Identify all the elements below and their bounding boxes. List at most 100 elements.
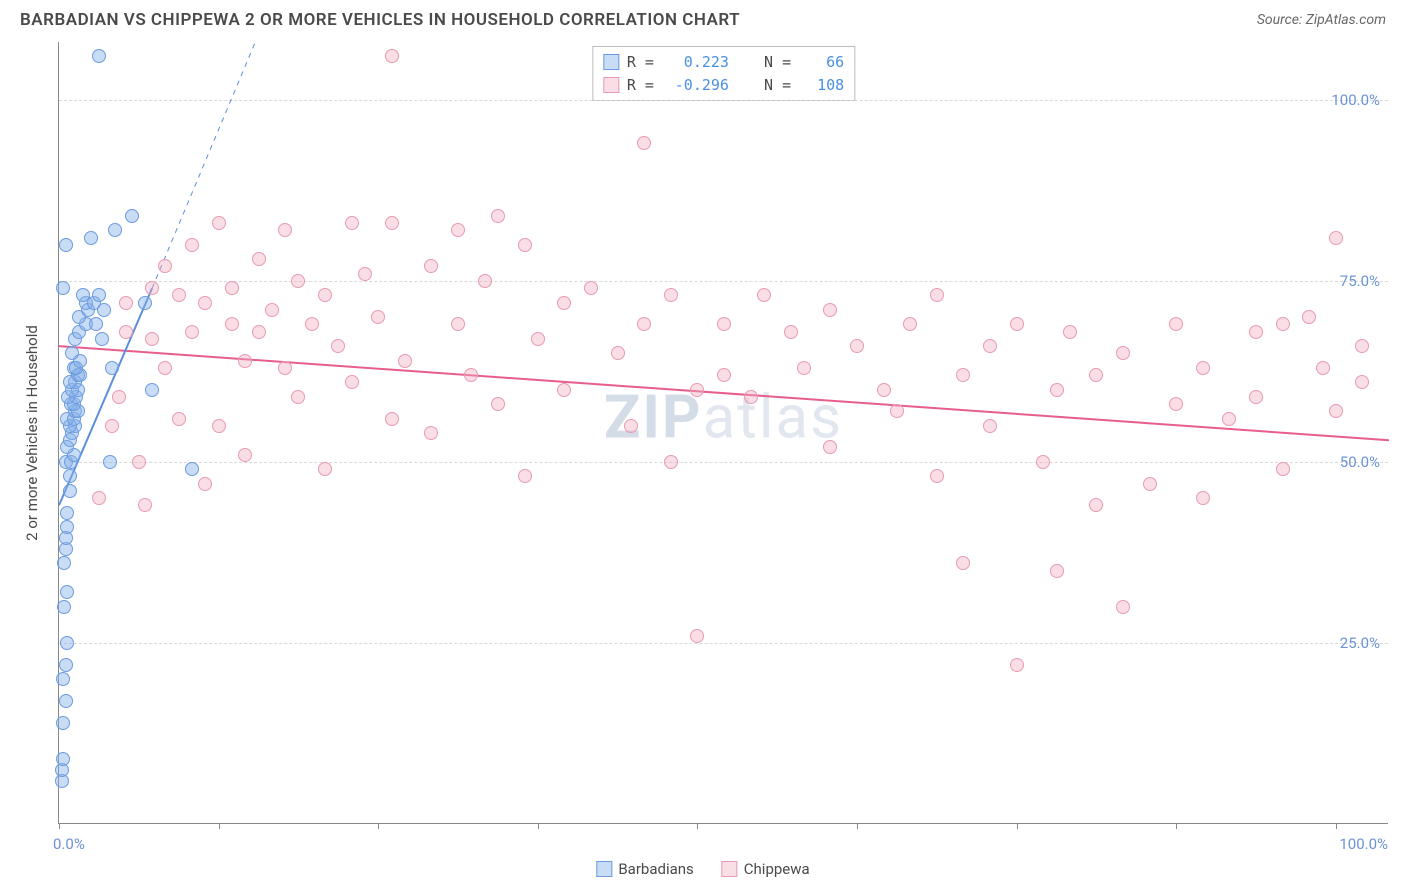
chippewa-point: [278, 223, 292, 237]
chippewa-point: [105, 419, 119, 433]
stats-swatch: [603, 77, 619, 93]
chippewa-point: [1329, 231, 1343, 245]
stats-swatch: [603, 54, 619, 70]
chippewa-point: [212, 419, 226, 433]
barbadians-point: [56, 716, 70, 730]
chippewa-point: [823, 440, 837, 454]
chippewa-point: [956, 556, 970, 570]
chippewa-point: [930, 288, 944, 302]
gridline: [59, 281, 1388, 282]
chippewa-point: [1249, 390, 1263, 404]
chippewa-point: [1036, 455, 1050, 469]
chippewa-point: [371, 310, 385, 324]
gridline: [59, 643, 1388, 644]
chippewa-point: [664, 288, 678, 302]
chippewa-point: [331, 339, 345, 353]
chippewa-point: [1116, 346, 1130, 360]
chippewa-point: [265, 303, 279, 317]
chippewa-point: [451, 317, 465, 331]
chippewa-point: [145, 332, 159, 346]
chart-area: 2 or more Vehicles in Household ZIPatlas…: [48, 42, 1388, 824]
chippewa-point: [198, 296, 212, 310]
chippewa-point: [238, 448, 252, 462]
chippewa-point: [797, 361, 811, 375]
chippewa-point: [212, 216, 226, 230]
chippewa-point: [138, 498, 152, 512]
barbadians-point: [92, 288, 106, 302]
chippewa-point: [172, 288, 186, 302]
x-tick: [697, 823, 698, 829]
chippewa-point: [690, 383, 704, 397]
chippewa-point: [478, 274, 492, 288]
barbadians-point: [59, 658, 73, 672]
chippewa-point: [225, 317, 239, 331]
chippewa-point: [877, 383, 891, 397]
chippewa-point: [1249, 325, 1263, 339]
chippewa-point: [557, 296, 571, 310]
chippewa-point: [278, 361, 292, 375]
barbadians-point: [57, 600, 71, 614]
chippewa-point: [717, 317, 731, 331]
trend-line: [59, 42, 1389, 824]
chippewa-point: [1143, 477, 1157, 491]
chippewa-point: [185, 325, 199, 339]
chippewa-point: [385, 49, 399, 63]
barbadians-point: [60, 506, 74, 520]
y-grid-label: 100.0%: [1331, 91, 1380, 109]
barbadians-point: [63, 469, 77, 483]
barbadians-point: [56, 672, 70, 686]
chippewa-point: [1276, 462, 1290, 476]
chart-header: BARBADIAN VS CHIPPEWA 2 OR MORE VEHICLES…: [0, 0, 1406, 38]
chippewa-point: [1355, 339, 1369, 353]
chippewa-point: [92, 491, 106, 505]
chippewa-point: [491, 209, 505, 223]
barbadians-point: [145, 383, 159, 397]
chippewa-point: [903, 317, 917, 331]
gridline: [59, 100, 1388, 101]
chippewa-point: [1050, 383, 1064, 397]
chippewa-point: [424, 259, 438, 273]
chippewa-point: [252, 325, 266, 339]
barbadians-point: [97, 303, 111, 317]
stats-row: R = -0.296 N = 108: [603, 74, 844, 97]
barbadians-point: [59, 694, 73, 708]
x-tick: [857, 823, 858, 829]
y-grid-label: 50.0%: [1340, 453, 1380, 471]
barbadians-point: [105, 361, 119, 375]
x-tick: [219, 823, 220, 829]
chippewa-point: [172, 412, 186, 426]
x-tick: [538, 823, 539, 829]
chippewa-point: [890, 404, 904, 418]
chippewa-point: [1302, 310, 1316, 324]
chippewa-point: [398, 354, 412, 368]
x-legend: BarbadiansChippewa: [596, 860, 809, 878]
chippewa-point: [119, 296, 133, 310]
chippewa-point: [385, 412, 399, 426]
trend-line: [59, 42, 1389, 824]
chippewa-point: [451, 223, 465, 237]
barbadians-point: [108, 223, 122, 237]
chippewa-point: [119, 325, 133, 339]
x-tick: [1017, 823, 1018, 829]
chippewa-point: [491, 397, 505, 411]
legend-swatch: [596, 861, 612, 877]
watermark: ZIPatlas: [604, 381, 843, 452]
chippewa-point: [158, 259, 172, 273]
x-axis-label-right: 100.0%: [1339, 835, 1388, 853]
chippewa-point: [291, 274, 305, 288]
chippewa-point: [345, 216, 359, 230]
chippewa-point: [1329, 404, 1343, 418]
chippewa-point: [1169, 397, 1183, 411]
barbadians-point: [89, 317, 103, 331]
barbadians-point: [65, 346, 79, 360]
chippewa-point: [1276, 317, 1290, 331]
chippewa-point: [252, 252, 266, 266]
chippewa-point: [611, 346, 625, 360]
chippewa-point: [637, 136, 651, 150]
plot-region: ZIPatlas R = 0.223 N = 66R = -0.296 N = …: [58, 42, 1388, 824]
chippewa-point: [1010, 317, 1024, 331]
y-axis-label: 2 or more Vehicles in Household: [23, 325, 41, 541]
chippewa-point: [132, 455, 146, 469]
chippewa-point: [198, 477, 212, 491]
chippewa-point: [557, 383, 571, 397]
